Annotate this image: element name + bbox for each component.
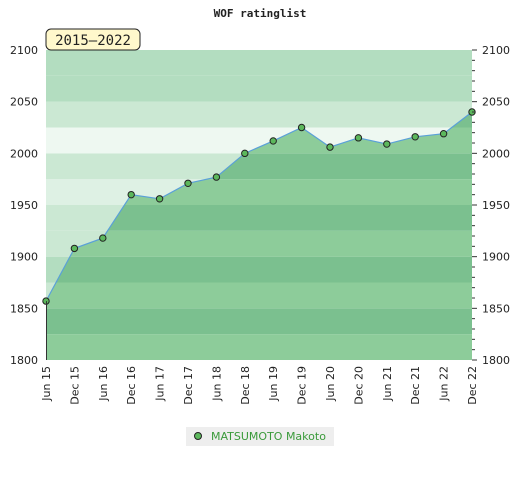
band-above — [46, 50, 472, 76]
series-line-group — [45, 111, 473, 302]
series-line — [45, 111, 473, 302]
data-point[interactable] — [411, 133, 419, 141]
period-badge-box — [45, 28, 141, 51]
legend-box — [186, 427, 334, 446]
data-point[interactable] — [212, 173, 221, 181]
y-tick-label-left: 1850 — [10, 302, 38, 315]
period-badge: 2015–2022 — [45, 28, 141, 51]
band-below — [46, 256, 472, 283]
x-tick-label: Dec 17 — [182, 366, 195, 405]
y-tick-label-right: 1950 — [482, 199, 510, 212]
legend-series-name: MATSUMOTO Makoto — [211, 430, 326, 443]
x-tick-label: Jun 16 — [97, 366, 110, 402]
data-point[interactable] — [184, 179, 192, 188]
y-tick-label-left: 1800 — [10, 354, 38, 367]
band-above — [46, 75, 472, 102]
x-tick-label: Dec 18 — [239, 366, 252, 405]
y-tick-label-left: 2050 — [10, 96, 38, 109]
background-bands — [46, 50, 472, 360]
x-axis: Jun 15 Dec 15 Jun 16 Dec 16 Jun 17 Dec 17 Jun … — [40, 366, 479, 405]
y-tick-label-right: 1800 — [482, 354, 510, 367]
chart-title: WOF ratinglist — [214, 7, 307, 20]
band-below — [46, 308, 472, 335]
band-below — [46, 282, 472, 309]
x-tick-label: Jun 20 — [324, 366, 337, 402]
data-point[interactable] — [297, 123, 306, 132]
x-tick-label: Dec 15 — [68, 366, 81, 405]
y-tick-label-left: 1950 — [10, 199, 38, 212]
data-point[interactable] — [326, 143, 334, 151]
data-point[interactable] — [127, 190, 135, 199]
x-tick-label: Dec 20 — [352, 366, 365, 405]
data-point[interactable] — [354, 134, 363, 142]
y-tick-label-right: 2100 — [482, 44, 510, 57]
data-point[interactable] — [269, 137, 277, 145]
data-point[interactable] — [383, 140, 391, 148]
x-tick-label: Jun 19 — [267, 366, 280, 402]
band-below — [46, 230, 472, 257]
y-tick-label-left: 1900 — [10, 251, 38, 264]
x-tick-label: Jun 22 — [438, 366, 451, 402]
y-axis-right: 1800 1850 1900 1950 2000 2050 2100 — [472, 44, 510, 367]
x-tick-label: Jun 21 — [381, 366, 394, 402]
data-point[interactable] — [241, 149, 249, 158]
y-axis-left: 1800 1850 1900 1950 2000 2050 2100 — [10, 44, 38, 367]
band-above — [46, 101, 472, 128]
y-tick-label-left: 2000 — [10, 147, 38, 160]
x-tick-label: Jun 15 — [40, 366, 53, 402]
data-markers — [42, 108, 476, 305]
data-point[interactable] — [439, 130, 448, 138]
x-tick-label: Dec 19 — [296, 366, 309, 405]
x-tick-label: Dec 16 — [125, 366, 138, 405]
x-tick-label: Jun 17 — [154, 366, 167, 402]
period-badge-label: 2015–2022 — [55, 33, 131, 49]
y-tick-label-right: 2050 — [482, 96, 510, 109]
x-tick-label: Dec 21 — [409, 366, 422, 405]
band-below — [46, 334, 472, 360]
y-tick-label-right: 2000 — [482, 147, 510, 160]
y-tick-label-right: 1900 — [482, 251, 510, 264]
x-tick-label: Jun 18 — [210, 366, 223, 402]
data-point[interactable] — [70, 244, 79, 253]
data-point[interactable] — [99, 234, 107, 242]
y-tick-label-left: 2100 — [10, 44, 38, 57]
legend-marker-icon — [194, 432, 202, 440]
x-tick-label: Dec 22 — [466, 366, 479, 405]
legend[interactable]: MATSUMOTO Makoto — [186, 427, 334, 446]
data-point[interactable] — [155, 195, 164, 203]
y-tick-label-right: 1850 — [482, 302, 510, 315]
